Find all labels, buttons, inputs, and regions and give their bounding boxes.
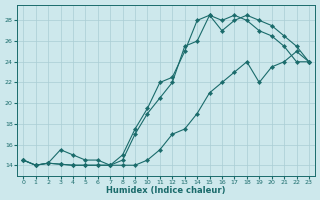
X-axis label: Humidex (Indice chaleur): Humidex (Indice chaleur)	[106, 186, 226, 195]
